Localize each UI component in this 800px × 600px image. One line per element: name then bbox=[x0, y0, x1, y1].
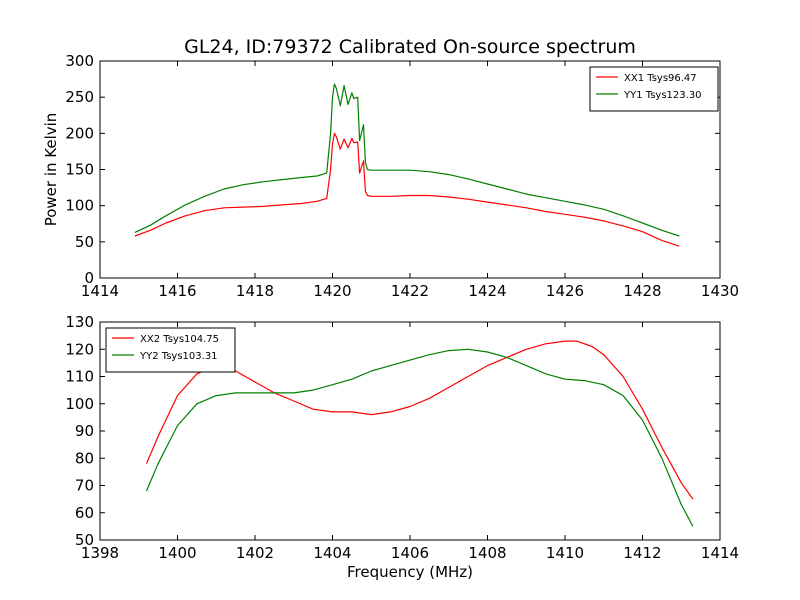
x-tick-label: 1426 bbox=[546, 282, 584, 300]
x-tick-label: 1422 bbox=[391, 282, 429, 300]
y-tick-label: 100 bbox=[65, 395, 94, 413]
series-line-2-1 bbox=[145, 340, 694, 500]
y-tick-label: 80 bbox=[75, 449, 94, 467]
y-tick-label: 70 bbox=[75, 477, 94, 495]
x-tick-label: 1414 bbox=[701, 544, 739, 562]
legend-box-2 bbox=[105, 327, 236, 373]
x-tick-label: 1430 bbox=[701, 282, 739, 300]
y-axis-label: Power in Kelvin bbox=[42, 113, 60, 227]
legend-entry: YY2 Tsys103.31 bbox=[139, 351, 218, 362]
y-tick-label: 300 bbox=[65, 52, 94, 70]
y-tick-label: 250 bbox=[65, 88, 94, 106]
x-axis-label: Frequency (MHz) bbox=[347, 563, 473, 581]
legend-box-1 bbox=[589, 66, 719, 112]
x-tick-label: 1410 bbox=[546, 544, 584, 562]
legend-entry: XX1 Tsys96.47 bbox=[624, 73, 697, 84]
y-tick-label: 130 bbox=[65, 313, 94, 331]
y-tick-label: 0 bbox=[84, 269, 94, 287]
x-tick-label: 1400 bbox=[158, 544, 196, 562]
y-tick-label: 60 bbox=[75, 504, 94, 522]
plot-panel-2: 1398 1400 1402 1404 1406 1408 1410 1412 1414 50 60… bbox=[65, 313, 739, 562]
x-tick-label: 1418 bbox=[236, 282, 274, 300]
y-tick-label: 150 bbox=[65, 161, 94, 179]
x-tick-label: 1414 bbox=[81, 282, 119, 300]
x-tick-label: 1402 bbox=[236, 544, 274, 562]
y-tick-label: 120 bbox=[65, 340, 94, 358]
plot-panel-1: 1414 1416 1418 1420 1422 1424 1426 1428 1430 0 50 1… bbox=[42, 52, 739, 300]
x-tick-label: 1416 bbox=[158, 282, 196, 300]
chart-title: GL24, ID:79372 Calibrated On-source spec… bbox=[184, 36, 636, 58]
series-line-1-2 bbox=[134, 83, 680, 237]
x-tick-label: 1398 bbox=[81, 544, 119, 562]
x-tick-label: 1404 bbox=[313, 544, 351, 562]
x-tick-label: 1428 bbox=[623, 282, 661, 300]
x-tick-label: 1412 bbox=[623, 544, 661, 562]
series-line-1-1 bbox=[134, 132, 680, 247]
y-tick-label: 50 bbox=[75, 233, 94, 251]
plot-panels: 1414 1416 1418 1420 1422 1424 1426 1428 14300501… bbox=[42, 52, 739, 562]
y-tick-label: 100 bbox=[65, 197, 94, 215]
y-tick-label: 200 bbox=[65, 124, 94, 142]
series-line-2-2 bbox=[145, 348, 694, 527]
y-tick-label: 50 bbox=[75, 531, 94, 549]
y-tick-label: 90 bbox=[75, 422, 94, 440]
y-tick-label: 110 bbox=[65, 368, 94, 386]
legend-entry: YY1 Tsys123.30 bbox=[623, 90, 702, 101]
x-tick-label: 1408 bbox=[468, 544, 506, 562]
x-tick-label: 1420 bbox=[313, 282, 351, 300]
x-tick-label: 1424 bbox=[468, 282, 506, 300]
legend-entry: XX2 Tsys104.75 bbox=[140, 334, 219, 345]
x-tick-label: 1406 bbox=[391, 544, 429, 562]
